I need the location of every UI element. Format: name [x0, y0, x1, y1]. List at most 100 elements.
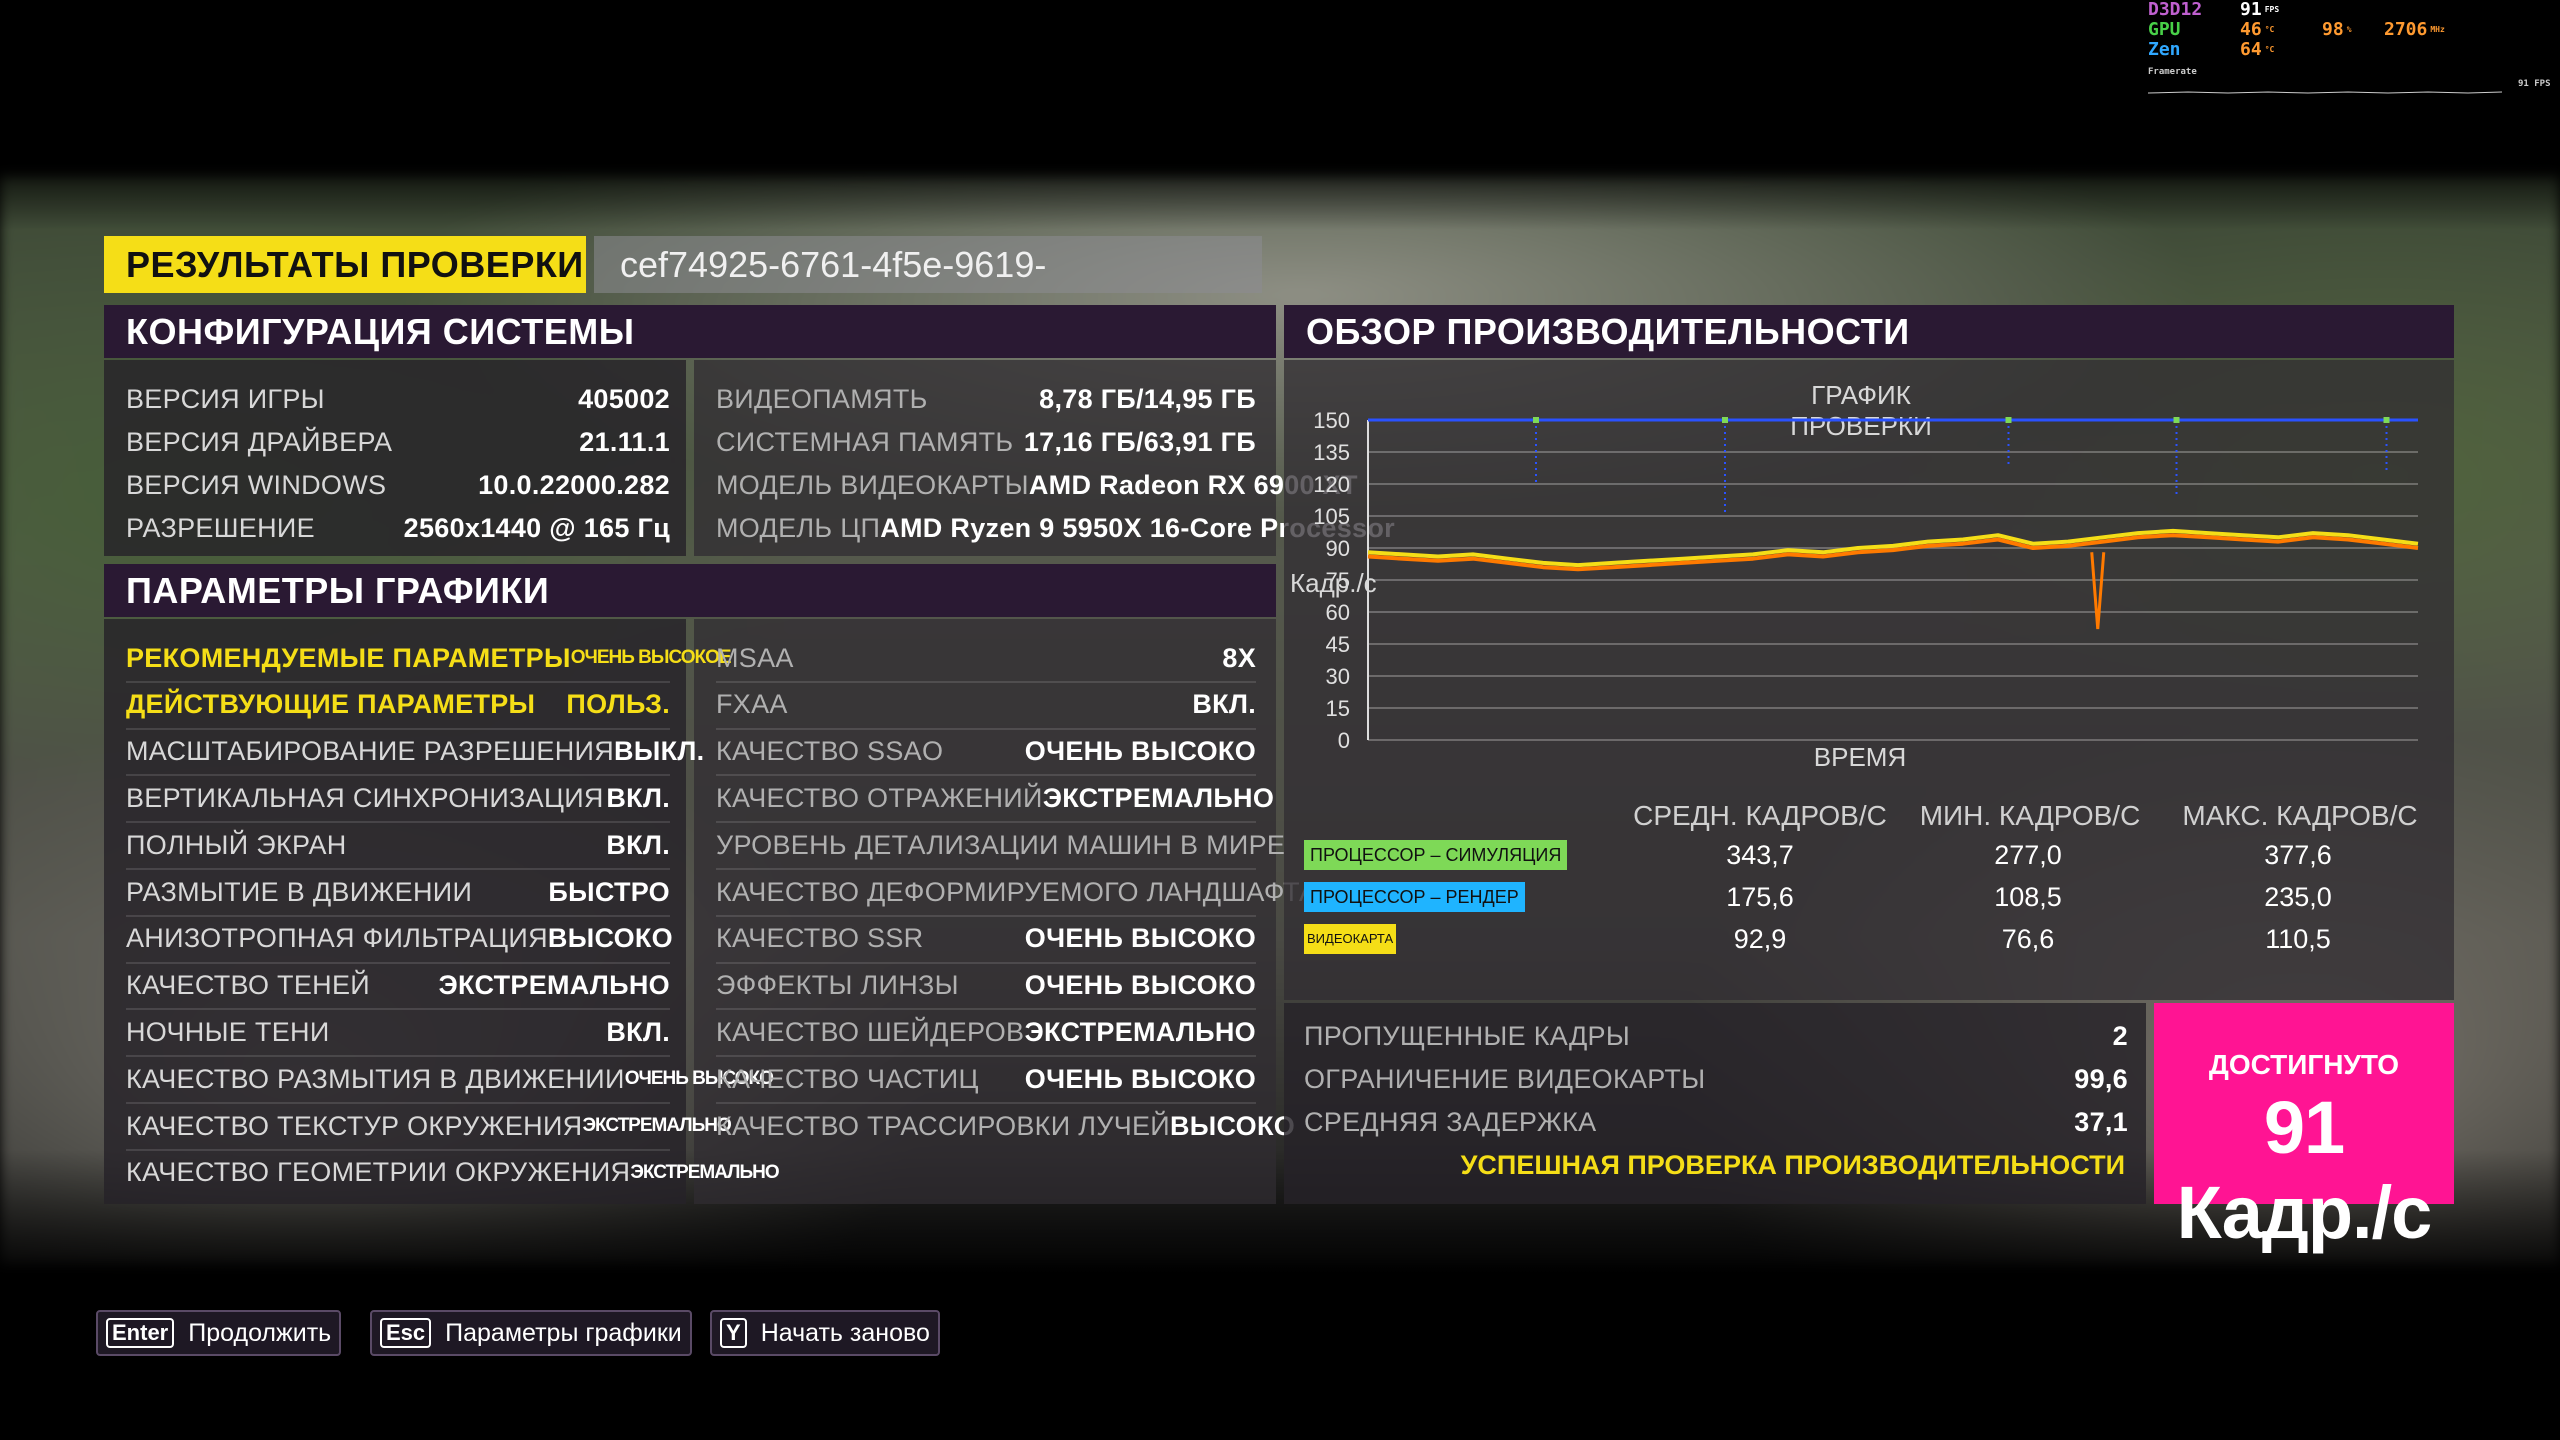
row-divider: [716, 821, 1256, 824]
osd-gpu-label: GPU: [2148, 19, 2181, 40]
setting-row: КАЧЕСТВО ТРАССИРОВКИ ЛУЧЕЙ ВЫСОКО: [716, 1105, 1295, 1147]
setting-label: ЭФФЕКТЫ ЛИНЗЫ: [716, 970, 959, 1001]
y-tick-label: 0: [1338, 728, 1350, 753]
page-title: РЕЗУЛЬТАТЫ ПРОВЕРКИ: [104, 236, 586, 293]
graphics-left-panel: [104, 619, 686, 1204]
osd-gpu-clock-unit: MHz: [2430, 25, 2445, 34]
y-tick-label: 75: [1326, 568, 1350, 593]
setting-value: 17,16 ГБ/63,91 ГБ: [1023, 426, 1256, 457]
setting-row: МОДЕЛЬ ВИДЕОКАРТЫ AMD Radeon RX 6900 XT: [716, 464, 1357, 506]
setting-value: ОЧЕНЬ ВЫСОКО: [1024, 923, 1256, 954]
simulation-marker: [2005, 417, 2012, 423]
setting-row: ЭФФЕКТЫ ЛИНЗЫ ОЧЕНЬ ВЫСОКО: [716, 965, 1256, 1007]
setting-row: СИСТЕМНАЯ ПАМЯТЬ 17,16 ГБ/63,91 ГБ: [716, 421, 1256, 463]
setting-value: 99,6: [2074, 1063, 2128, 1094]
setting-row: АНИЗОТРОПНАЯ ФИЛЬТРАЦИЯ ВЫСОКО: [126, 918, 673, 960]
setting-value: ЭКСТРЕМАЛЬНО: [1024, 1016, 1256, 1047]
setting-row: КАЧЕСТВО SSR ОЧЕНЬ ВЫСОКО: [716, 918, 1256, 960]
osd-graph-fps: 91 FPS: [2518, 79, 2551, 89]
setting-value: ОЧЕНЬ ВЫСОКО: [624, 1068, 774, 1090]
setting-value: ПОЛЬЗ.: [566, 689, 670, 720]
setting-value: ВЫКЛ.: [614, 736, 705, 767]
stat-avg: 92,9: [1733, 924, 1787, 954]
summary-panel: [1284, 1003, 2146, 1204]
setting-label: КАЧЕСТВО ТЕНЕЙ: [126, 970, 370, 1001]
row-divider: [126, 1102, 670, 1104]
osd-cpu-label: Zen: [2148, 39, 2181, 60]
setting-label: КАЧЕСТВО SSAO: [716, 736, 944, 767]
row-divider: [716, 1008, 1256, 1011]
setting-row: ВЕРСИЯ ИГРЫ 405002: [126, 378, 670, 420]
setting-row: НОЧНЫЕ ТЕНИ ВКЛ.: [126, 1011, 670, 1053]
setting-label: ПРОПУЩЕННЫЕ КАДРЫ: [1304, 1020, 1631, 1051]
legend-chip: ВИДЕОКАРТА: [1304, 924, 1397, 954]
setting-value: 2560x1440 @ 165 Гц: [403, 512, 670, 543]
setting-row: ПОЛНЫЙ ЭКРАН ВКЛ.: [126, 824, 670, 866]
setting-value: БЫСТРО: [548, 876, 670, 907]
setting-row: РАЗМЫТИЕ В ДВИЖЕНИИ БЫСТРО: [126, 871, 670, 913]
setting-value: ОЧЕНЬ ВЫСОКО: [1024, 970, 1256, 1001]
graphics-settings-label: Параметры графики: [445, 1318, 682, 1347]
setting-value: ВКЛ.: [606, 1016, 670, 1047]
setting-label: КАЧЕСТВО ДЕФОРМИРУЕМОГО ЛАНДШАФТА: [716, 876, 1318, 907]
osd-cpu-temp: 64: [2240, 39, 2262, 60]
chart-x-label: ВРЕМЯ: [1813, 742, 1907, 772]
graphics-settings-title: ПАРАМЕТРЫ ГРАФИКИ: [104, 564, 1276, 617]
simulation-marker: [1533, 417, 1539, 423]
y-tick-label: 90: [1326, 536, 1350, 561]
osd-gpu-clock: 2706: [2384, 19, 2428, 40]
osd-cpu-temp-unit: °C: [2264, 45, 2275, 54]
restart-button[interactable]: Y Начать заново: [710, 1310, 940, 1356]
setting-value: ОЧЕНЬ ВЫСОКОЕ: [570, 647, 732, 668]
stat-min: 76,6: [2001, 924, 2055, 954]
y-tick-label: 135: [1313, 440, 1350, 465]
y-tick-label: 150: [1313, 408, 1350, 433]
setting-row: СРЕДНЯЯ ЗАДЕРЖКА 37,1: [1304, 1101, 2128, 1143]
setting-value: 2: [2112, 1020, 2128, 1051]
row-divider: [716, 774, 1256, 777]
row-divider: [716, 680, 1256, 683]
simulation-marker: [1722, 417, 1728, 423]
setting-label: КАЧЕСТВО ОТРАЖЕНИЙ: [716, 782, 1043, 813]
col-header-max: МАКС. КАДРОВ/С: [2182, 800, 2418, 831]
setting-label: МОДЕЛЬ ЦП: [716, 512, 881, 543]
setting-row: МАСШТАБИРОВАНИЕ РАЗРЕШЕНИЯ ВЫКЛ.: [126, 731, 704, 773]
setting-row: КАЧЕСТВО ОТРАЖЕНИЙ ЭКСТРЕМАЛЬНО: [716, 777, 1274, 819]
setting-label: ОГРАНИЧЕНИЕ ВИДЕОКАРТЫ: [1304, 1063, 1706, 1094]
osd-api: D3D12: [2148, 0, 2203, 20]
legend-chip: ПРОЦЕССОР – РЕНДЕР: [1304, 882, 1525, 912]
enter-key-icon: Enter: [106, 1318, 175, 1348]
graphics-settings-button[interactable]: Esc Параметры графики: [370, 1310, 692, 1356]
setting-label: ПОЛНЫЙ ЭКРАН: [126, 829, 347, 860]
setting-row: КАЧЕСТВО ТЕНЕЙ ЭКСТРЕМАЛЬНО: [126, 965, 670, 1007]
setting-label: РАЗМЫТИЕ В ДВИЖЕНИИ: [126, 876, 473, 907]
simulation-marker: [2173, 417, 2180, 423]
row-divider: [126, 914, 670, 917]
row-divider: [716, 868, 1256, 870]
setting-row: КАЧЕСТВО ДЕФОРМИРУЕМОГО ЛАНДШАФТА: [716, 871, 1317, 913]
setting-row: FXAA ВКЛ.: [716, 684, 1256, 726]
continue-button[interactable]: Enter Продолжить: [96, 1310, 342, 1356]
setting-row: КАЧЕСТВО ШЕЙДЕРОВ ЭКСТРЕМАЛЬНО: [716, 1011, 1256, 1053]
row-divider: [126, 868, 670, 870]
setting-label: КАЧЕСТВО ЧАСТИЦ: [716, 1063, 979, 1094]
simulation-marker: [2383, 417, 2390, 423]
stat-min: 277,0: [1994, 840, 2062, 870]
series-line-3: [1367, 533, 2419, 572]
system-config-title: КОНФИГУРАЦИЯ СИСТЕМЫ: [104, 305, 1276, 358]
setting-label: ВЕРСИЯ ДРАЙВЕРА: [126, 426, 393, 457]
setting-value: 37,1: [2074, 1106, 2128, 1137]
setting-row: КАЧЕСТВО SSAO ОЧЕНЬ ВЫСОКО: [716, 731, 1256, 773]
setting-row: ВЕРСИЯ ДРАЙВЕРА 21.11.1: [126, 421, 670, 463]
setting-row: ВЕРТИКАЛЬНАЯ СИНХРОНИЗАЦИЯ ВКЛ.: [126, 777, 670, 819]
setting-row: УРОВЕНЬ ДЕТАЛИЗАЦИИ МАШИН В МИРЕ: [716, 824, 1285, 866]
chart-title: ГРАФИК ПРОВЕРКИ: [1790, 380, 1932, 441]
esc-key-icon: Esc: [380, 1318, 432, 1348]
setting-label: МАСШТАБИРОВАНИЕ РАЗРЕШЕНИЯ: [126, 736, 615, 767]
osd-gpu-temp: 46: [2240, 19, 2262, 40]
osd-framerate-graph: [2148, 91, 2502, 94]
setting-value: ВЫСОКО: [547, 923, 673, 954]
setting-value: ВКЛ.: [606, 782, 670, 813]
y-tick-label: 120: [1313, 472, 1350, 497]
run-id: cef74925-6761-4f5e-9619-5d8cba46e5df: [594, 236, 1262, 342]
